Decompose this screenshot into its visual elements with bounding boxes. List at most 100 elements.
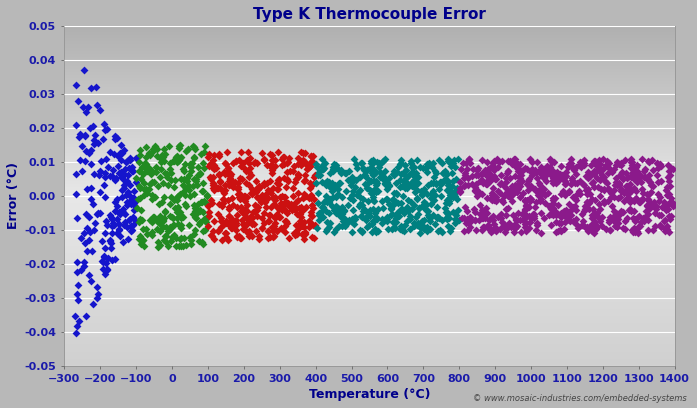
- Point: [391, 212, 402, 218]
- Point: [332, 191, 344, 197]
- Point: [147, 195, 158, 202]
- Point: [280, 184, 291, 191]
- Point: [399, 185, 411, 191]
- Point: [246, 172, 257, 178]
- Point: [277, 162, 288, 169]
- Point: [339, 222, 351, 229]
- Point: [440, 209, 451, 215]
- Point: [661, 191, 672, 198]
- Point: [625, 156, 636, 162]
- Point: [576, 159, 588, 166]
- Point: [632, 230, 643, 236]
- Point: [392, 210, 403, 216]
- Point: [100, 156, 112, 162]
- Point: [89, 137, 100, 143]
- Point: [566, 156, 577, 162]
- Point: [300, 228, 311, 235]
- Point: [238, 225, 249, 232]
- Point: [270, 194, 281, 200]
- Point: [136, 164, 147, 171]
- Point: [528, 211, 539, 217]
- Point: [473, 172, 484, 178]
- Point: [204, 174, 215, 180]
- Point: [299, 230, 310, 237]
- Point: [275, 203, 286, 210]
- Point: [559, 212, 570, 218]
- Point: [371, 215, 382, 222]
- Point: [114, 226, 125, 233]
- Point: [599, 174, 610, 180]
- Point: [158, 218, 169, 224]
- Point: [634, 223, 645, 229]
- Point: [222, 221, 233, 227]
- Point: [376, 198, 388, 204]
- Point: [96, 237, 107, 244]
- Point: [213, 185, 224, 191]
- Point: [585, 162, 596, 169]
- Point: [555, 163, 566, 170]
- Point: [159, 194, 170, 200]
- Point: [454, 217, 465, 224]
- Point: [122, 223, 133, 230]
- Point: [446, 224, 457, 231]
- Point: [481, 210, 492, 216]
- Point: [528, 211, 539, 218]
- Point: [421, 169, 432, 175]
- Point: [617, 169, 628, 175]
- Point: [121, 199, 132, 206]
- Point: [160, 208, 171, 214]
- Point: [422, 225, 433, 232]
- Point: [560, 173, 572, 179]
- Point: [79, 230, 90, 237]
- Point: [470, 209, 481, 216]
- Point: [231, 185, 243, 192]
- Point: [664, 199, 675, 205]
- Point: [221, 161, 232, 167]
- Point: [482, 195, 493, 202]
- Point: [569, 202, 581, 209]
- Point: [490, 176, 501, 182]
- Point: [233, 185, 244, 192]
- Point: [412, 174, 423, 180]
- Point: [462, 175, 473, 181]
- Point: [188, 144, 199, 150]
- Point: [367, 168, 378, 174]
- Point: [324, 198, 335, 204]
- Point: [205, 175, 216, 181]
- Point: [357, 228, 368, 234]
- Point: [72, 297, 84, 304]
- Point: [411, 195, 422, 202]
- Point: [159, 237, 170, 243]
- Point: [243, 230, 254, 237]
- Point: [190, 208, 201, 214]
- Point: [450, 187, 461, 194]
- Point: [189, 204, 200, 211]
- Point: [150, 144, 161, 151]
- Point: [638, 190, 649, 196]
- Point: [409, 189, 420, 196]
- Point: [329, 182, 340, 188]
- Point: [71, 323, 82, 329]
- Point: [236, 208, 247, 214]
- Point: [243, 182, 254, 188]
- Point: [496, 172, 507, 178]
- Point: [109, 255, 121, 262]
- Point: [395, 206, 406, 213]
- Point: [592, 175, 603, 181]
- Point: [661, 223, 673, 230]
- Point: [406, 182, 417, 188]
- Point: [328, 229, 339, 235]
- Point: [270, 196, 281, 203]
- Point: [109, 136, 121, 142]
- Point: [457, 160, 468, 166]
- Point: [460, 182, 471, 189]
- Point: [395, 184, 406, 191]
- Point: [646, 157, 657, 163]
- Point: [446, 162, 457, 169]
- Point: [483, 217, 494, 224]
- Point: [568, 194, 579, 201]
- Point: [376, 216, 388, 222]
- Point: [606, 190, 617, 197]
- Point: [190, 214, 201, 221]
- Point: [194, 207, 206, 214]
